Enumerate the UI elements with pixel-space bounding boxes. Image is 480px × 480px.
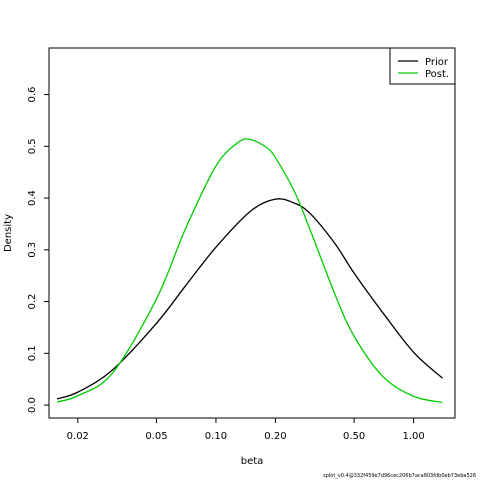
x-tick-label: 0.50 — [343, 431, 365, 442]
y-tick-label: 0.4 — [27, 190, 38, 206]
x-axis: 0.02 0.05 0.10 0.20 0.50 1.00 — [67, 418, 425, 442]
x-tick-label: 0.05 — [145, 431, 167, 442]
plot-layer — [56, 138, 443, 404]
x-tick-label: 0.20 — [264, 431, 286, 442]
y-axis-title: Density — [3, 214, 14, 252]
x-axis-title: beta — [241, 456, 264, 467]
y-tick-label: 0.2 — [27, 294, 38, 310]
series-line-prior — [56, 198, 443, 400]
legend-label-post: Post. — [425, 69, 449, 80]
y-tick-label: 0.6 — [27, 87, 38, 103]
y-axis: 0.0 0.1 0.2 0.3 0.4 0.5 0.6 — [27, 87, 49, 413]
y-tick-label: 0.5 — [27, 138, 38, 154]
y-tick-label: 0.3 — [27, 242, 38, 258]
series-line-post — [56, 138, 443, 404]
y-tick-label: 0.0 — [27, 397, 38, 413]
plot-frame — [48, 47, 456, 419]
legend: Prior Post. — [389, 47, 456, 85]
legend-box — [389, 47, 456, 85]
footer-version-text: splot_v0.4@332f459e7d96cec206b7aca803fdb… — [323, 473, 476, 479]
y-tick-label: 0.1 — [27, 345, 38, 361]
x-tick-label: 0.10 — [205, 431, 227, 442]
legend-label-prior: Prior — [425, 57, 449, 68]
x-tick-label: 1.00 — [402, 431, 424, 442]
x-tick-label: 0.02 — [67, 431, 89, 442]
